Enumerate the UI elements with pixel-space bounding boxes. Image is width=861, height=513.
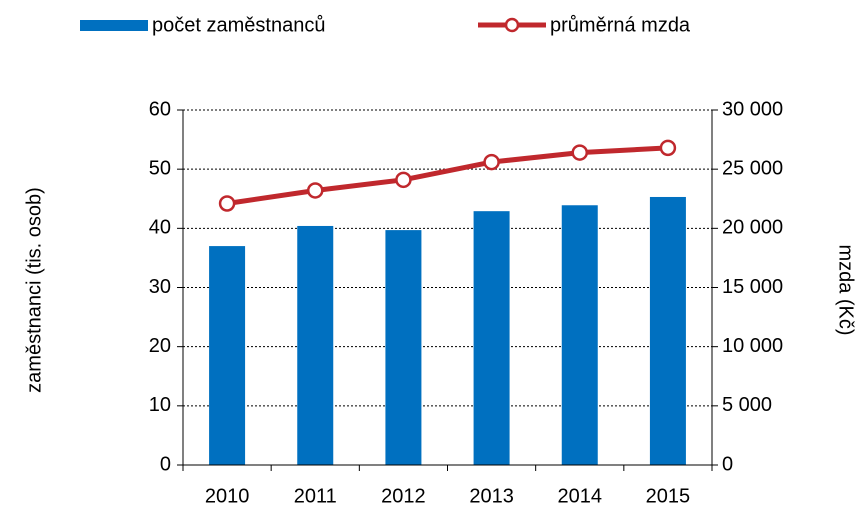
x-tick-label: 2014 <box>558 485 603 507</box>
y-tick-label: 10 <box>149 394 171 416</box>
y-axis-label: zaměstnanci (tis. osob) <box>23 187 45 393</box>
marker <box>218 195 236 212</box>
marker <box>395 171 412 189</box>
y2-tick-label: 25 000 <box>722 157 783 179</box>
legend-marker <box>504 17 520 33</box>
y-tick-label: 40 <box>149 217 171 239</box>
y-tick-label: 30 <box>149 276 171 298</box>
line <box>226 145 669 206</box>
x-tick-label: 2011 <box>294 485 337 507</box>
marker <box>659 139 677 157</box>
x-tick-label: 2013 <box>469 485 514 507</box>
marker <box>483 153 500 171</box>
y2-axis-label: mzda (Kč) <box>835 244 857 335</box>
legend-label: počet zaměstnanců <box>152 14 325 36</box>
marker <box>571 144 588 161</box>
bar <box>385 230 422 465</box>
x-tick-label: 2015 <box>646 485 691 507</box>
y2-tick-label: 0 <box>722 453 733 475</box>
y2-tick-label: 5 000 <box>722 394 772 416</box>
y2-tick-label: 15 000 <box>722 276 783 298</box>
legend-swatch <box>80 20 148 31</box>
marker <box>307 182 324 199</box>
y-tick-label: 0 <box>160 453 171 475</box>
bar <box>561 205 598 465</box>
bar <box>209 246 246 465</box>
legend-label: průměrná mzda <box>550 14 691 36</box>
bar <box>473 211 510 465</box>
bar <box>649 196 686 465</box>
y2-tick-label: 10 000 <box>722 335 783 357</box>
y-tick-label: 50 <box>149 157 171 179</box>
x-tick-label: 2010 <box>205 485 250 507</box>
x-tick-label: 2012 <box>381 485 426 507</box>
y2-tick-label: 30 000 <box>722 98 783 120</box>
y2-tick-label: 20 000 <box>722 217 783 239</box>
bar <box>297 225 334 465</box>
y-tick-label: 60 <box>149 98 171 120</box>
y-tick-label: 20 <box>149 335 171 357</box>
